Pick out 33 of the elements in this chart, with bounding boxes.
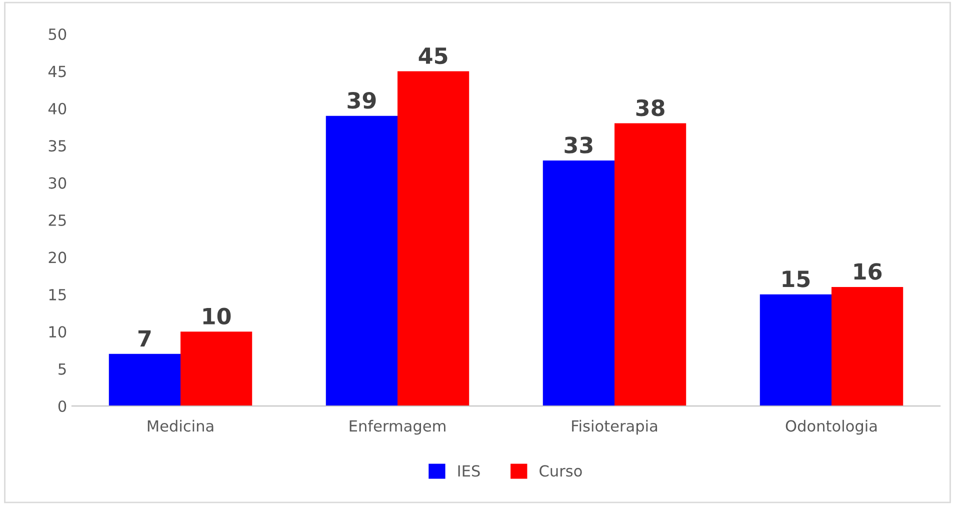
x-tick-label: Medicina — [148, 420, 214, 432]
y-tick-label: 35 — [48, 140, 66, 152]
x-tick-label: Fisioterapia — [572, 420, 658, 435]
bar — [542, 160, 614, 406]
data-label: 7 — [138, 330, 151, 347]
data-label: 38 — [636, 99, 664, 116]
bar — [398, 71, 470, 406]
y-tick-label: 30 — [48, 177, 66, 189]
y-tick-label: 10 — [49, 326, 66, 338]
bar — [180, 332, 252, 406]
y-tick-label: 15 — [49, 289, 66, 300]
bar — [760, 294, 832, 406]
y-tick-label: 40 — [48, 102, 66, 114]
y-tick-label: 0 — [58, 400, 66, 412]
bar — [614, 123, 686, 406]
data-label: 15 — [782, 270, 810, 288]
legend-label: Curso — [540, 465, 582, 477]
data-label: 10 — [203, 308, 231, 325]
x-tick-label: Odontologia — [786, 420, 877, 435]
data-label: 39 — [348, 92, 376, 109]
bar — [108, 354, 180, 406]
bar — [326, 116, 398, 406]
data-label: 33 — [564, 136, 592, 154]
legend-label: IES — [458, 465, 480, 477]
y-tick-label: 20 — [48, 252, 66, 264]
data-label: 45 — [418, 48, 448, 64]
data-label: 16 — [854, 263, 882, 280]
y-tick-label: 45 — [48, 66, 66, 78]
x-tick-label: Enfermagem — [350, 420, 446, 435]
y-tick-label: 25 — [48, 214, 66, 226]
bar — [832, 286, 904, 406]
y-tick-label: 50 — [48, 28, 66, 40]
y-tick-label: 5 — [58, 363, 66, 375]
